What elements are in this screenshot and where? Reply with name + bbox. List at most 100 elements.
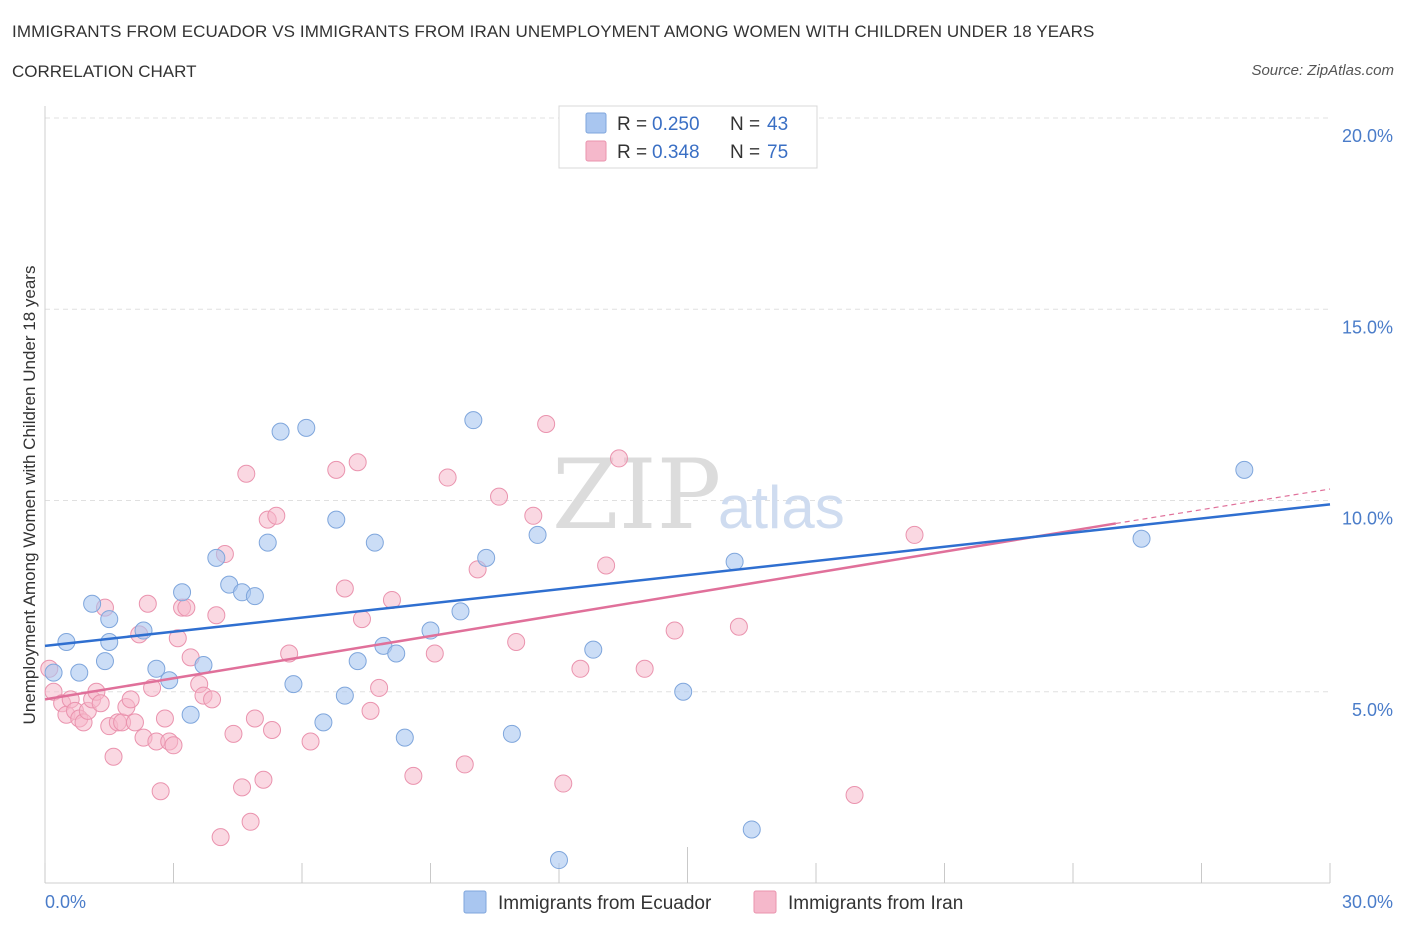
ecuador-point-18 — [271, 422, 290, 441]
ecuador-trend-line — [44, 503, 1331, 648]
x-tick-label-0: 0.0% — [45, 892, 86, 912]
watermark-zip: ZIP — [552, 439, 721, 551]
iran-point-44 — [254, 770, 273, 789]
ecuador-point-2 — [70, 663, 89, 682]
iran-point-46 — [263, 721, 282, 739]
ecuador-point-10 — [173, 583, 192, 602]
ecuador-point-21 — [314, 713, 333, 732]
legend-n-label-ecuador: N = — [730, 114, 760, 135]
watermark: ZIP atlas — [552, 439, 845, 551]
iran-point-39 — [224, 724, 243, 743]
ecuador-point-0 — [44, 663, 63, 682]
iran-point-49 — [301, 732, 320, 751]
axes — [44, 106, 1331, 884]
bottom-legend-swatch-ecuador — [463, 890, 487, 914]
iran-point-43 — [245, 709, 264, 728]
y-tick-label-0: 5.0% — [1352, 700, 1393, 720]
bottom-legend-swatch-iran — [753, 890, 777, 914]
legend-r-value-iran: 0.348 — [652, 142, 700, 163]
iran-point-41 — [237, 464, 256, 483]
iran-point-25 — [151, 782, 170, 801]
iran-point-55 — [370, 678, 389, 697]
bottom-legend: Immigrants from Ecuador Immigrants from … — [463, 890, 963, 914]
top-legend: R = 0.250 N = 43 R = 0.348 N = 75 — [558, 105, 818, 169]
y-tick-label-2: 15.0% — [1342, 317, 1393, 337]
iran-point-57 — [404, 766, 423, 785]
watermark-atlas: atlas — [718, 474, 845, 541]
ecuador-point-34 — [528, 525, 547, 544]
ecuador-point-16 — [245, 587, 264, 606]
ecuador-point-22 — [327, 510, 346, 529]
iran-point-35 — [203, 690, 222, 709]
ecuador-point-42 — [1235, 460, 1254, 479]
ecuador-point-24 — [348, 652, 367, 671]
bottom-legend-label-ecuador: Immigrants from Ecuador — [498, 893, 712, 914]
ecuador-point-5 — [100, 610, 119, 629]
iran-point-67 — [571, 659, 590, 678]
ecuador-point-36 — [584, 640, 603, 659]
legend-r-label-ecuador: R = — [617, 114, 647, 135]
iran-point-28 — [164, 736, 183, 755]
iran-point-14 — [104, 747, 123, 766]
ecuador-point-30 — [451, 602, 470, 621]
ecuador-point-8 — [147, 659, 166, 678]
iran-point-70 — [635, 659, 654, 678]
iran-point-47 — [267, 506, 286, 525]
ecuador-point-13 — [207, 548, 226, 567]
ecuador-point-31 — [464, 411, 483, 430]
iran-point-66 — [554, 774, 573, 793]
y-axis-title: Unemployment Among Women with Children U… — [20, 266, 39, 725]
iran-points — [40, 415, 924, 847]
iran-point-74 — [905, 525, 924, 544]
iran-trend-extension — [1115, 488, 1331, 525]
iran-point-40 — [233, 778, 252, 797]
iran-point-31 — [177, 598, 196, 617]
ecuador-point-38 — [725, 552, 744, 571]
iran-point-58 — [425, 644, 444, 663]
ecuador-point-11 — [181, 705, 200, 724]
iran-point-50 — [327, 460, 346, 479]
iran-point-37 — [211, 828, 230, 847]
legend-n-value-iran: 75 — [767, 142, 788, 163]
iran-point-64 — [524, 506, 543, 525]
ecuador-point-20 — [297, 418, 316, 437]
bottom-legend-label-iran: Immigrants from Iran — [788, 893, 963, 914]
legend-r-value-ecuador: 0.250 — [652, 114, 700, 135]
legend-r-label-iran: R = — [617, 142, 647, 163]
legend-n-value-ecuador: 43 — [767, 114, 788, 135]
legend-swatch-iran — [585, 140, 607, 162]
iran-point-26 — [155, 709, 174, 728]
iran-point-22 — [138, 594, 157, 613]
ecuador-point-32 — [477, 548, 496, 567]
ecuador-point-41 — [1132, 529, 1151, 548]
iran-point-71 — [665, 621, 684, 640]
ecuador-point-35 — [550, 851, 568, 870]
ecuador-point-23 — [335, 686, 354, 705]
x-tick-label-1: 30.0% — [1342, 892, 1393, 912]
iran-point-18 — [121, 690, 140, 709]
ecuador-point-17 — [258, 533, 277, 552]
ecuador-point-37 — [674, 682, 693, 701]
chart-title: IMMIGRANTS FROM ECUADOR VS IMMIGRANTS FR… — [12, 22, 1095, 41]
iran-point-73 — [845, 786, 864, 805]
iran-point-63 — [507, 633, 526, 652]
iran-point-62 — [490, 487, 509, 506]
iran-point-72 — [729, 617, 748, 636]
ecuador-point-25 — [365, 533, 384, 552]
iran-point-53 — [352, 610, 371, 629]
iran-point-42 — [241, 812, 260, 831]
iran-point-19 — [125, 713, 144, 732]
iran-point-59 — [438, 468, 457, 487]
ecuador-point-19 — [284, 675, 303, 694]
y-tick-label-3: 20.0% — [1342, 126, 1393, 146]
ecuador-point-6 — [100, 633, 119, 652]
y-tick-labels: 5.0% 10.0% 15.0% 20.0% — [1342, 126, 1393, 720]
iran-point-65 — [537, 415, 556, 433]
iran-point-68 — [597, 556, 616, 575]
ecuador-point-4 — [95, 652, 114, 671]
ecuador-point-27 — [387, 644, 406, 663]
iran-point-36 — [207, 606, 226, 625]
ecuador-point-39 — [742, 820, 761, 839]
ecuador-point-33 — [502, 724, 521, 743]
